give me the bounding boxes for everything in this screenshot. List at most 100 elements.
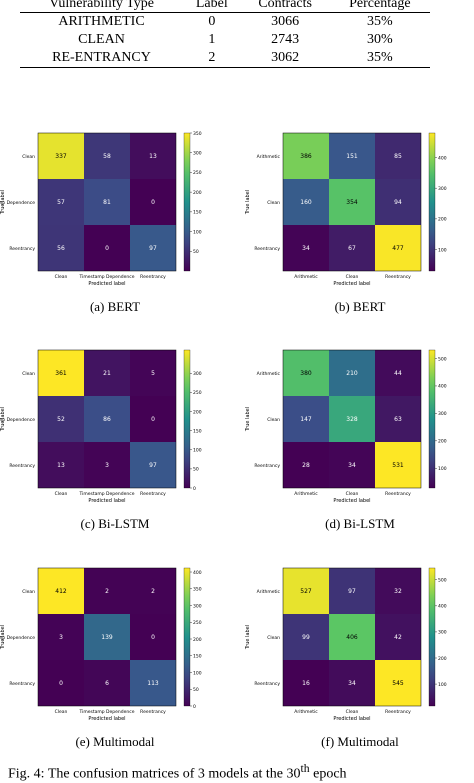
colorbar-tick-label: 300 <box>438 411 447 417</box>
heatmap-cell <box>84 614 130 660</box>
heatmap-cell <box>329 350 375 396</box>
col-label: Timestamp Dependence <box>79 491 135 497</box>
colorbar-tick-label: 500 <box>438 356 447 362</box>
col-label: Reentrancy <box>385 491 411 497</box>
colorbar <box>428 349 436 489</box>
heatmap-cell <box>375 225 421 271</box>
frame <box>37 132 177 272</box>
heatmap-cell <box>38 225 84 271</box>
heatmap-cell <box>84 442 130 488</box>
cell-label: 13 <box>57 462 65 469</box>
heatmap-cell <box>38 660 84 706</box>
cell-label: 13 <box>149 153 157 160</box>
cell-label: 94 <box>394 199 402 206</box>
cell-label: 63 <box>394 416 402 423</box>
col-label: Reentrancy <box>140 709 166 715</box>
colorbar-tick-label: 400 <box>438 155 447 161</box>
header-row: Vulnerability Type Label Contracts Perce… <box>20 0 430 13</box>
x-axis-label: Predicted label <box>333 716 370 722</box>
heatmap-cell <box>329 568 375 614</box>
row-label: Reentrancy <box>254 463 280 469</box>
heatmap-cell <box>329 614 375 660</box>
cell-label: 81 <box>103 199 111 206</box>
heatmap-cell <box>130 133 176 179</box>
cell-label: 545 <box>392 680 404 687</box>
cell-label: 0 <box>151 199 155 206</box>
heatmap-cell <box>329 396 375 442</box>
row-label: Reentrancy <box>9 463 35 469</box>
row-label: Arithmetic <box>257 371 281 377</box>
panel-caption: (e) Multimodal <box>75 734 154 749</box>
table-cell: 0 <box>208 14 216 29</box>
heatmap-cell <box>283 179 329 225</box>
heatmap-cell <box>130 660 176 706</box>
y-axis-label: True label <box>0 625 6 650</box>
colorbar <box>183 349 191 489</box>
heatmap-cell <box>283 225 329 271</box>
cell-label: 0 <box>59 680 63 687</box>
cell-label: 52 <box>57 416 65 423</box>
row-label: Clean <box>22 589 35 595</box>
figures: 33758135781056097CleanTimestamp Dependen… <box>0 131 447 749</box>
cell-label: 86 <box>103 416 111 423</box>
col-label: Arithmetic <box>294 709 318 715</box>
colorbar <box>428 132 436 272</box>
row-label: Reentrancy <box>9 246 35 252</box>
col-label: Clean <box>55 491 68 497</box>
heatmap-cell <box>84 133 130 179</box>
caption-rest: epoch <box>309 766 347 782</box>
heatmap-cell <box>130 442 176 488</box>
heatmap-cell <box>38 133 84 179</box>
table-cell: ARITHMETIC <box>58 14 145 29</box>
cell-label: 160 <box>300 199 312 206</box>
cell-label: 151 <box>346 153 358 160</box>
row-label: Clean <box>267 200 280 206</box>
cell-label: 354 <box>346 199 358 206</box>
table-cell: 35% <box>367 14 393 29</box>
heatmap-cell <box>130 179 176 225</box>
heatmap-cell <box>38 396 84 442</box>
data-table: Vulnerability Type Label Contracts Perce… <box>20 0 430 68</box>
heatmap-cell <box>38 568 84 614</box>
colorbar <box>183 132 191 272</box>
table-row: RE-ENTRANCY 2 3062 35% <box>20 49 430 68</box>
row-label: Clean <box>22 154 35 160</box>
row-label: Reentrancy <box>254 246 280 252</box>
cell-label: 99 <box>302 634 310 641</box>
colorbar-tick-label: 50 <box>193 249 199 255</box>
colorbar-tick-label: 200 <box>438 656 447 662</box>
cell-label: 42 <box>394 634 402 641</box>
cell-label: 113 <box>147 680 159 687</box>
row-label: Reentrancy <box>9 681 35 687</box>
frame <box>282 132 422 272</box>
cell-label: 0 <box>151 416 155 423</box>
cell-label: 32 <box>394 588 402 595</box>
heatmap-cell <box>84 660 130 706</box>
colorbar-tick-label: 300 <box>438 186 447 192</box>
header-cell: Percentage <box>329 0 430 13</box>
x-axis-label: Predicted label <box>88 281 125 287</box>
y-axis-label: True label <box>0 190 6 215</box>
col-label: Timestamp Dependence <box>79 274 135 280</box>
heatmap-cell <box>375 568 421 614</box>
heatmap-cell <box>375 660 421 706</box>
panel-caption: (c) Bi-LSTM <box>81 516 150 531</box>
panel-caption: (b) BERT <box>335 299 386 314</box>
colorbar-tick-label: 300 <box>193 603 202 609</box>
cell-label: 527 <box>300 588 312 595</box>
table-cell: 2743 <box>271 32 300 47</box>
col-label: Clean <box>55 709 68 715</box>
heatmap-cell <box>375 442 421 488</box>
colorbar <box>183 567 191 707</box>
heatmap-cell <box>130 614 176 660</box>
x-axis-label: Predicted label <box>333 281 370 287</box>
heatmap-cell <box>283 396 329 442</box>
colorbar-tick-label: 400 <box>438 384 447 390</box>
colorbar-tick-label: 100 <box>193 448 202 454</box>
cell-label: 3 <box>59 634 63 641</box>
colorbar-tick-label: 50 <box>193 687 199 693</box>
table-cell: RE-ENTRANCY <box>20 49 184 68</box>
table-row: ARITHMETIC 0 3066 35% <box>20 13 430 32</box>
heatmap-cell <box>375 179 421 225</box>
frame <box>37 349 177 489</box>
